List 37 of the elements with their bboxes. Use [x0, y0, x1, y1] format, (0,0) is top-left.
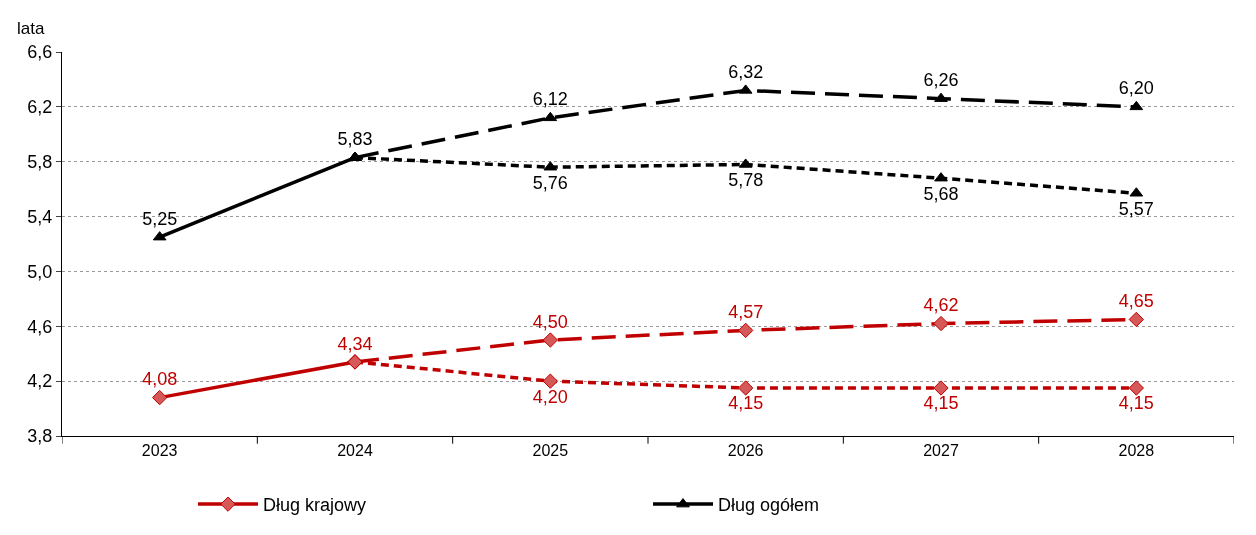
legend-label: Dług ogółem — [718, 495, 820, 516]
x-tick-label: 2024 — [337, 442, 373, 460]
y-tick-label: 4,6 — [27, 316, 53, 337]
x-tick-label: 2028 — [1118, 442, 1155, 460]
data-label: 5,57 — [1118, 198, 1154, 219]
x-tick-label: 2027 — [923, 442, 959, 460]
y-tick-label: 5,0 — [27, 261, 53, 282]
x-tick-label: 2025 — [532, 442, 569, 460]
data-label: 4,15 — [923, 393, 959, 414]
data-label: 4,62 — [923, 295, 959, 316]
y-tick-label: 6,6 — [27, 42, 53, 63]
y-tick-label: 5,4 — [27, 206, 53, 227]
data-label: 6,12 — [532, 89, 568, 110]
data-label: 6,20 — [1118, 78, 1154, 99]
data-label: 4,65 — [1118, 291, 1154, 312]
x-tick-label: 2023 — [141, 442, 178, 460]
x-tick-label: 2026 — [727, 442, 764, 460]
data-label: 4,57 — [728, 302, 764, 323]
data-label: 4,15 — [728, 393, 764, 414]
data-label: 4,08 — [142, 369, 178, 390]
y-axis-title: lata — [17, 19, 45, 38]
data-label: 4,34 — [337, 333, 373, 354]
data-label: 5,83 — [337, 129, 373, 150]
y-tick-label: 4,2 — [27, 371, 53, 392]
data-label: 4,15 — [1118, 393, 1154, 414]
y-tick-label: 3,8 — [27, 426, 53, 447]
y-tick-label: 6,2 — [27, 97, 53, 118]
data-label: 6,32 — [728, 62, 764, 83]
data-label: 4,20 — [532, 386, 568, 407]
data-label: 4,50 — [532, 311, 568, 332]
data-label: 5,25 — [142, 208, 178, 229]
data-label: 6,26 — [923, 70, 959, 91]
y-tick-label: 5,8 — [27, 152, 53, 173]
legend-label: Dług krajowy — [263, 495, 367, 516]
data-label: 5,76 — [532, 172, 568, 193]
data-label: 5,78 — [728, 169, 764, 190]
data-label: 5,68 — [923, 183, 959, 204]
